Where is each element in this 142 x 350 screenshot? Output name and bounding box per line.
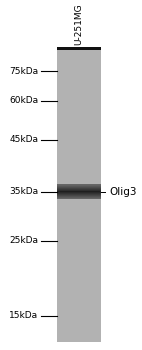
Bar	[57, 196, 101, 197]
Bar	[57, 186, 101, 187]
Bar	[57, 194, 101, 195]
Text: 45kDa: 45kDa	[9, 135, 38, 144]
Bar	[57, 195, 101, 196]
Text: 25kDa: 25kDa	[9, 236, 38, 245]
Bar	[57, 47, 101, 342]
Text: U-251MG: U-251MG	[75, 4, 84, 45]
Bar	[57, 185, 101, 186]
Bar	[57, 197, 101, 198]
Text: 35kDa: 35kDa	[9, 188, 38, 196]
Bar	[57, 47, 101, 50]
Bar	[57, 190, 101, 191]
Bar	[57, 193, 101, 194]
Bar	[57, 188, 101, 189]
Bar	[57, 198, 101, 199]
Bar	[57, 184, 101, 185]
Text: 75kDa: 75kDa	[9, 67, 38, 76]
Text: 15kDa: 15kDa	[9, 311, 38, 320]
Text: Olig3: Olig3	[109, 187, 137, 197]
Text: 60kDa: 60kDa	[9, 96, 38, 105]
Bar	[57, 195, 101, 196]
Bar	[57, 197, 101, 198]
Bar	[57, 196, 101, 197]
Bar	[57, 191, 101, 192]
Bar	[57, 189, 101, 190]
Bar	[57, 191, 101, 193]
Bar	[57, 198, 101, 199]
Bar	[57, 188, 101, 189]
Bar	[57, 187, 101, 188]
Bar	[57, 192, 101, 193]
Bar	[57, 193, 101, 194]
Bar	[57, 187, 101, 188]
Bar	[57, 189, 101, 190]
Bar	[57, 186, 101, 187]
